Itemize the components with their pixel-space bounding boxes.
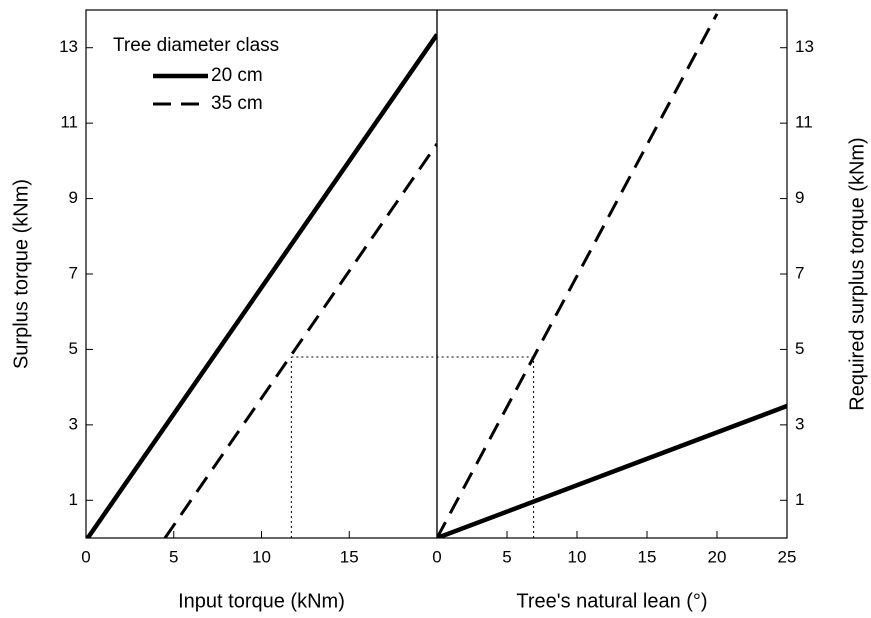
x-tick-label: 0 <box>81 547 90 566</box>
y-tick-label: 9 <box>69 188 78 207</box>
legend-label: 20 cm <box>211 65 263 86</box>
y-tick-label: 13 <box>795 37 814 56</box>
y-tick-label: 5 <box>795 339 804 358</box>
y-tick-label: 13 <box>59 37 78 56</box>
x-axis-label: Input torque (kNm) <box>178 590 345 612</box>
x-tick-label: 5 <box>169 547 178 566</box>
x-tick-label: 15 <box>638 547 657 566</box>
legend-title: Tree diameter class <box>113 35 279 56</box>
x-axis-label: Tree's natural lean (°) <box>516 590 707 612</box>
y-axis-label: Required surplus torque (kNm) <box>846 137 868 410</box>
y-tick-label: 3 <box>69 414 78 433</box>
y-tick-label: 11 <box>60 113 78 132</box>
y-tick-label: 5 <box>69 339 78 358</box>
x-tick-label: 0 <box>432 547 441 566</box>
plot-frame <box>436 9 788 539</box>
x-tick-label: 15 <box>340 547 359 566</box>
x-tick-label: 10 <box>568 547 587 566</box>
y-tick-label: 11 <box>795 113 813 132</box>
plot-frame <box>85 9 438 539</box>
series-line <box>163 143 437 538</box>
x-tick-label: 10 <box>252 547 271 566</box>
x-tick-label: 25 <box>778 547 797 566</box>
y-tick-label: 1 <box>69 490 78 509</box>
series-line <box>86 33 437 538</box>
legend-label: 35 cm <box>211 93 263 114</box>
x-tick-label: 5 <box>502 547 511 566</box>
y-tick-label: 9 <box>795 188 804 207</box>
y-tick-label: 7 <box>69 263 78 282</box>
series-line <box>437 403 787 538</box>
y-tick-label: 1 <box>795 490 804 509</box>
x-tick-label: 20 <box>708 547 727 566</box>
y-tick-label: 3 <box>795 414 804 433</box>
series-line <box>437 13 719 538</box>
y-axis-label: Surplus torque (kNm) <box>10 179 32 369</box>
y-tick-label: 7 <box>795 263 804 282</box>
